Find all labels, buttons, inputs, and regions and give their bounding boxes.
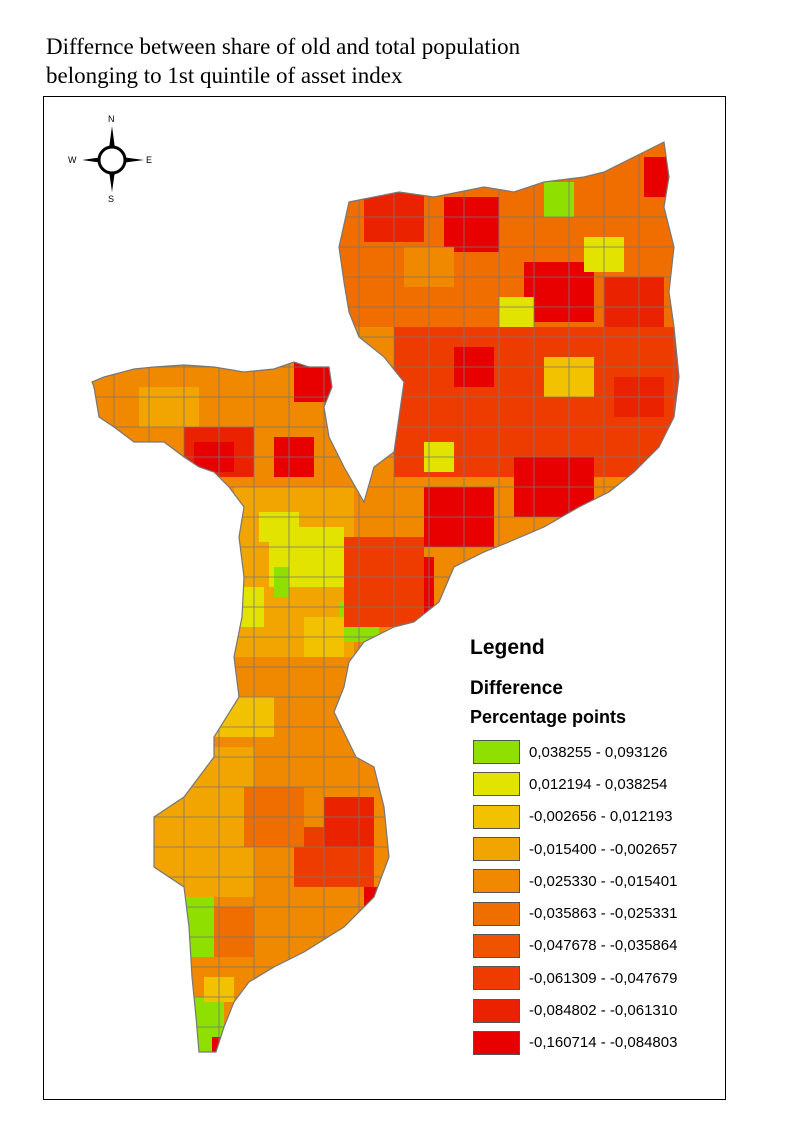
legend-swatch (473, 772, 520, 797)
district-map (91, 141, 680, 1053)
legend-swatch (473, 804, 520, 829)
map-title-line-2: belonging to 1st quintile of asset index (46, 63, 403, 88)
legend-swatch (473, 998, 520, 1023)
legend-swatch (473, 966, 520, 991)
legend-items: 0,038255 - 0,093126 0,012194 - 0,038254 -0… (470, 736, 720, 1059)
country-outline (91, 141, 680, 1053)
legend-swatch (473, 740, 520, 765)
legend-swatch (473, 1030, 520, 1055)
compass-rose-icon: N S W E (60, 112, 170, 207)
compass-south-label: S (108, 194, 115, 204)
map-title: Differnce between share of old and total… (46, 32, 746, 90)
legend-label: -0,015400 - -0,002657 (529, 840, 678, 858)
legend-label: -0,025330 - -0,015401 (529, 872, 678, 890)
compass-east-label: E (146, 155, 153, 165)
legend-label: 0,038255 - 0,093126 (529, 743, 668, 761)
legend-item: -0,160714 - -0,084803 (470, 1027, 720, 1059)
legend-label: -0,160714 - -0,084803 (529, 1034, 678, 1052)
legend-item: 0,038255 - 0,093126 (470, 736, 720, 768)
legend-item: -0,025330 - -0,015401 (470, 865, 720, 897)
legend-item: -0,061309 - -0,047679 (470, 962, 720, 994)
map-title-line-1: Differnce between share of old and total… (46, 34, 521, 59)
legend-swatch (473, 901, 520, 926)
legend-subtitle: Difference (470, 678, 563, 699)
legend-label: -0,061309 - -0,047679 (529, 969, 678, 987)
legend-swatch (473, 869, 520, 894)
map-frame (43, 96, 726, 1100)
legend-label: -0,047678 - -0,035864 (529, 937, 678, 955)
legend: Legend Difference Percentage points 0,03… (470, 636, 720, 1059)
compass-west-label: W (68, 155, 77, 165)
legend-item: 0,012194 - 0,038254 (470, 768, 720, 800)
legend-label: -0,084802 - -0,061310 (529, 1002, 678, 1020)
legend-label: 0,012194 - 0,038254 (529, 775, 668, 793)
legend-item: -0,035863 - -0,025331 (470, 897, 720, 929)
legend-item: -0,047678 - -0,035864 (470, 930, 720, 962)
legend-item: -0,002656 - 0,012193 (470, 801, 720, 833)
legend-title: Legend (470, 636, 545, 659)
legend-swatch (473, 837, 520, 862)
legend-label: -0,035863 - -0,025331 (529, 905, 678, 923)
legend-swatch (473, 933, 520, 958)
legend-item: -0,015400 - -0,002657 (470, 833, 720, 865)
legend-unit: Percentage points (470, 707, 627, 727)
legend-item: -0,084802 - -0,061310 (470, 994, 720, 1026)
compass-north-label: N (108, 114, 115, 124)
legend-label: -0,002656 - 0,012193 (529, 808, 673, 826)
